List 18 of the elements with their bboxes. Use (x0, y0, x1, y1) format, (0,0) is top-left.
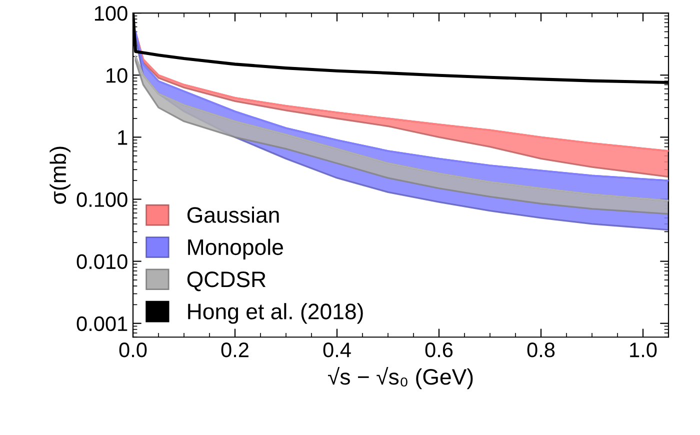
x-tick-label: 1.0 (630, 342, 657, 358)
y-tick-label: 0.001 (76, 316, 128, 332)
x-tick-label: 0.2 (221, 342, 248, 358)
legend-label: QCDSR (187, 271, 266, 292)
y-tick-label: 100 (94, 6, 128, 21)
y-tick-label: 0.100 (76, 192, 128, 207)
x-tick-label: 0.6 (425, 342, 453, 358)
x-tick-label: 0.4 (323, 342, 351, 358)
x-axis-title: √s − √s₀ (GeV) (328, 366, 473, 390)
x-tick-label: 0.0 (119, 342, 147, 358)
y-tick-label: 1 (118, 130, 128, 145)
legend-label: Monopole (188, 238, 283, 260)
legend-label: Hong et al. (2018) (188, 303, 363, 324)
legend-label: Gaussian (187, 206, 279, 223)
y-tick-label: 10 (106, 68, 128, 83)
y-tick-label: 0.010 (76, 254, 128, 270)
x-tick-label: 0.8 (527, 342, 555, 358)
y-axis-title: σ(mb) (50, 146, 70, 204)
